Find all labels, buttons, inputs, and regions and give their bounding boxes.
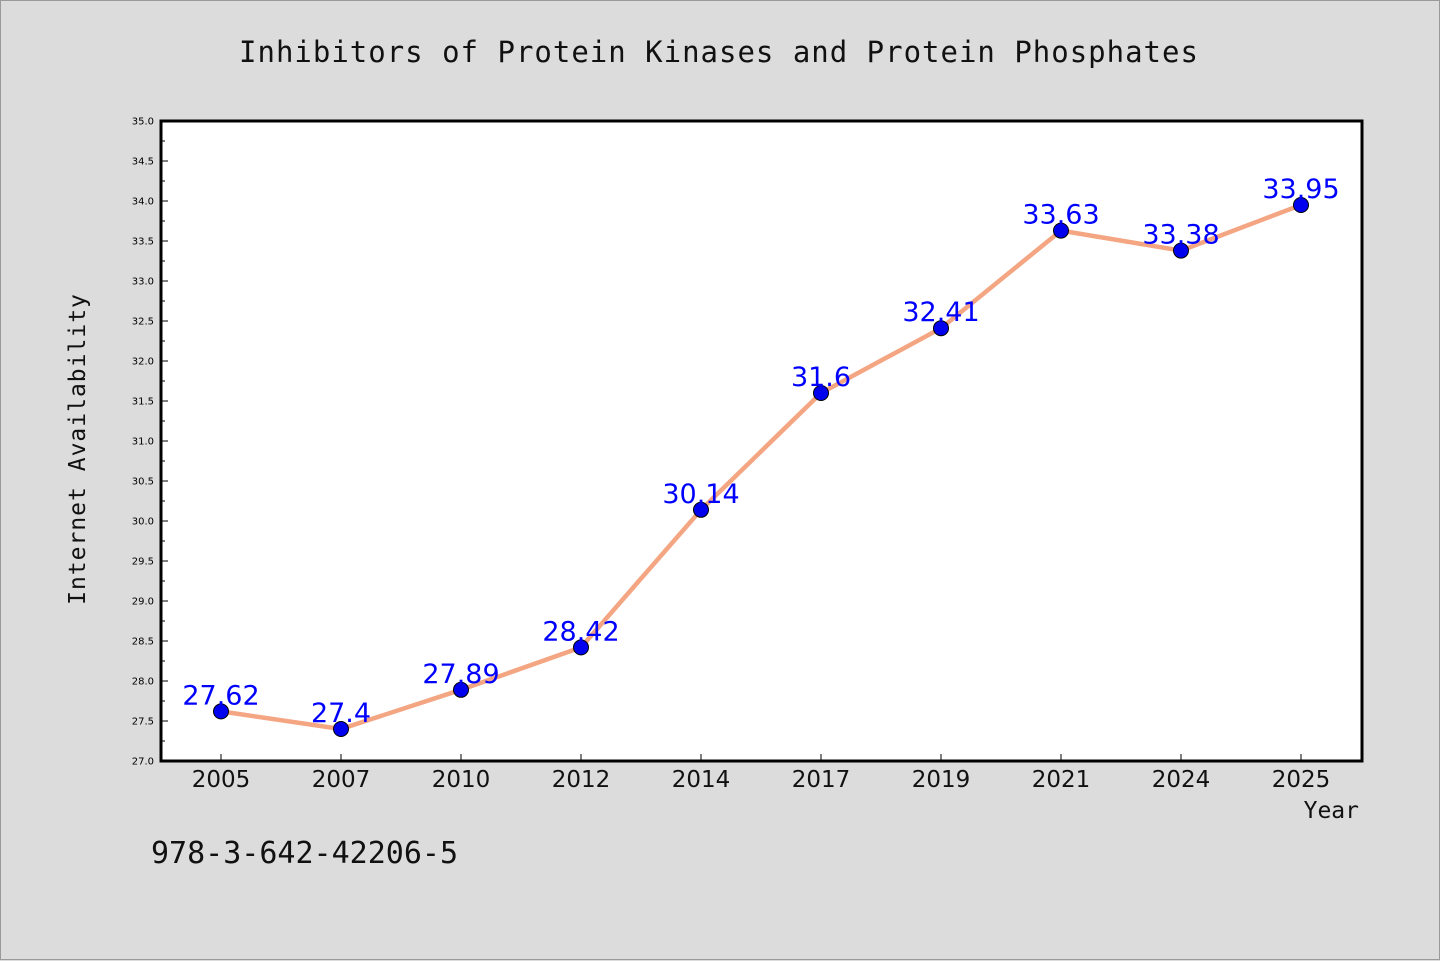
- y-tick-label: 30.0: [132, 517, 154, 528]
- data-point: [1053, 222, 1069, 239]
- data-label: 33.95: [1262, 174, 1339, 205]
- x-axis-label: Year: [1303, 798, 1359, 824]
- x-tick-label: 2012: [552, 767, 611, 793]
- x-tick-label: 2014: [672, 767, 731, 793]
- data-point: [573, 639, 589, 656]
- y-tick-label: 32.5: [132, 317, 154, 328]
- x-tick-label: 2025: [1272, 767, 1331, 793]
- data-label: 33.63: [1022, 200, 1099, 231]
- x-tick-label: 2019: [912, 767, 971, 793]
- data-point: [693, 501, 709, 518]
- x-tick-label: 2017: [792, 767, 851, 793]
- y-tick-label: 31.0: [132, 437, 154, 448]
- y-tick-label: 32.0: [132, 357, 154, 368]
- y-tick-label: 29.0: [132, 597, 154, 608]
- x-axis-ticks: 2005 2007 2010 2012 2014 2017 2019 2021 2024 2025: [192, 754, 1331, 793]
- y-tick-label: 33.5: [132, 237, 154, 248]
- y-tick-label: 27.5: [132, 717, 154, 728]
- data-label: 32.41: [902, 297, 979, 328]
- data-label: 31.6: [791, 362, 851, 393]
- data-point: [813, 385, 829, 401]
- y-tick-label: 28.0: [132, 677, 154, 688]
- data-label: 27.89: [422, 659, 499, 690]
- x-tick-label: 2024: [1152, 767, 1211, 793]
- isbn-label: 978-3-642-42206-5: [151, 836, 459, 871]
- data-points: [213, 197, 1309, 737]
- x-tick-label: 2010: [432, 767, 491, 793]
- data-label: 28.42: [542, 616, 619, 647]
- data-point: [1293, 197, 1309, 213]
- data-point: [333, 721, 349, 737]
- x-tick-label: 2021: [1032, 767, 1091, 793]
- data-point: [1173, 242, 1189, 259]
- data-label: 30.14: [662, 479, 739, 510]
- data-label: 27.4: [311, 698, 371, 729]
- y-tick-label: 33.0: [132, 277, 154, 288]
- x-tick-label: 2005: [192, 767, 251, 793]
- data-point: [453, 681, 469, 698]
- series-line-group: [218, 202, 1304, 732]
- y-tick-label: 29.5: [132, 557, 154, 568]
- y-tick-label: 28.5: [132, 637, 154, 648]
- chart-title: Inhibitors of Protein Kinases and Protei…: [239, 35, 1199, 69]
- y-tick-label: 34.0: [132, 197, 154, 208]
- y-tick-label: 30.5: [132, 477, 154, 488]
- y-tick-label: 34.5: [132, 157, 154, 168]
- series-line: [218, 202, 1304, 732]
- data-label: 33.38: [1142, 220, 1219, 251]
- data-point: [933, 320, 949, 337]
- data-point: [213, 703, 229, 720]
- y-tick-label: 27.0: [132, 757, 154, 768]
- plot-area: [159, 119, 1364, 763]
- y-tick-label: 31.5: [132, 397, 154, 408]
- data-labels: 27.62 27.4 27.89 28.42 30.14 31.6 32.41 33.63 33…: [182, 174, 1339, 729]
- x-tick-label: 2007: [312, 767, 371, 793]
- y-axis-ticks: 27.0 27.5 28.0 28.5 29.0 29.5 30.0 30.5 31.0 31.5…: [132, 117, 168, 768]
- y-tick-label: 35.0: [132, 117, 154, 128]
- data-label: 27.62: [182, 680, 259, 711]
